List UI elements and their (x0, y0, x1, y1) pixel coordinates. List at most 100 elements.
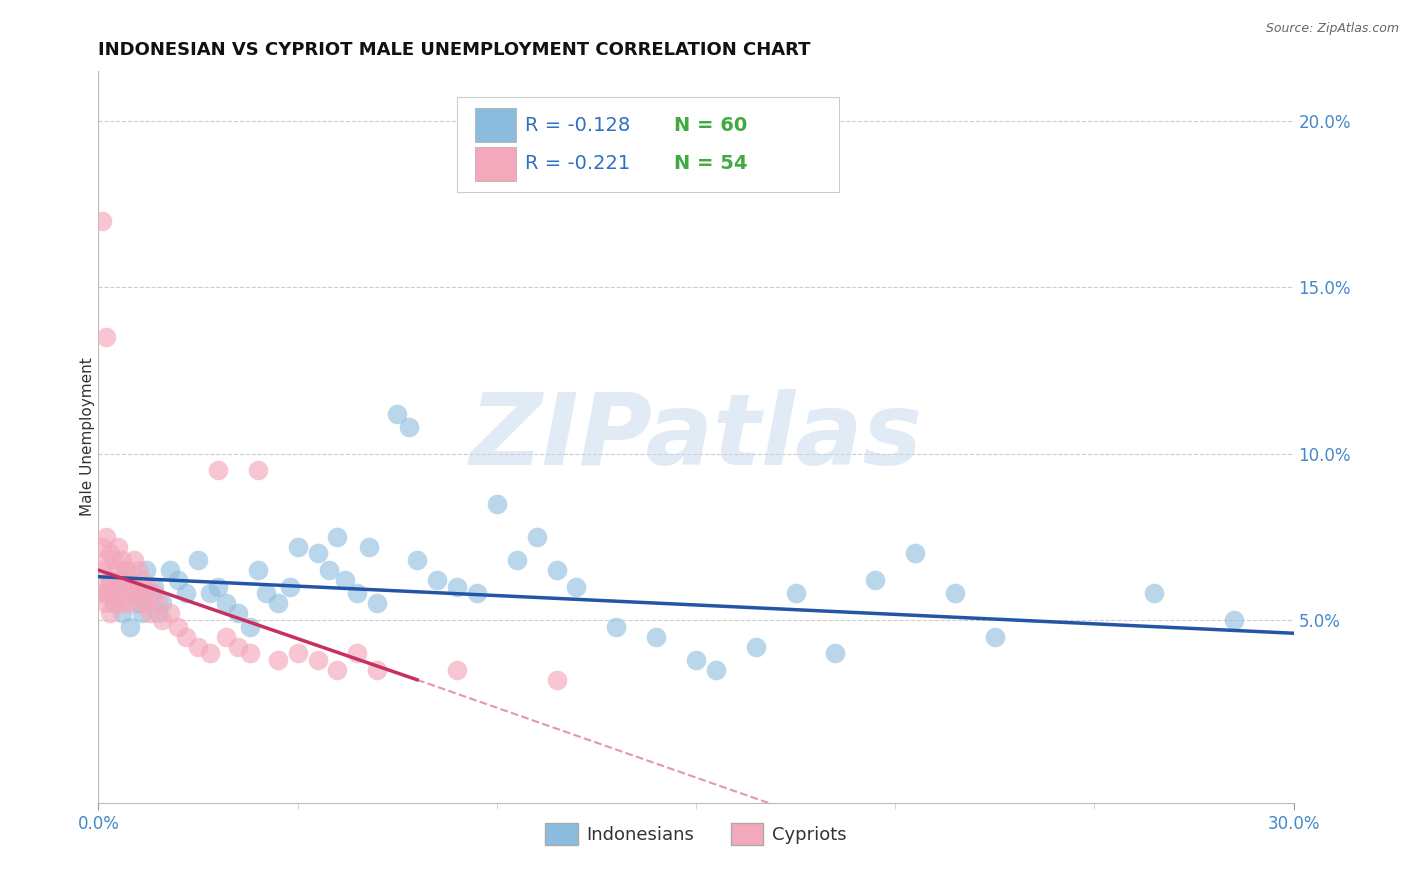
Point (943, 586, 966, 600)
Text: Source: ZipAtlas.com: Source: ZipAtlas.com (1265, 22, 1399, 36)
Point (446, 580, 468, 594)
Point (139, 586, 162, 600)
Point (98, 607, 122, 621)
Point (406, 553, 429, 567)
Point (207, 580, 229, 594)
Point (1223, 613, 1246, 627)
Point (239, 646, 262, 660)
Point (287, 646, 309, 660)
Point (143, 586, 166, 600)
Text: N = 54: N = 54 (675, 154, 748, 173)
Point (131, 607, 153, 621)
Point (91, 586, 114, 600)
Point (207, 463, 229, 477)
Point (246, 563, 269, 577)
Point (120, 573, 142, 587)
Point (96, 330, 118, 344)
Point (398, 420, 420, 434)
Point (143, 580, 166, 594)
Point (226, 607, 249, 621)
Point (704, 663, 727, 677)
Point (131, 596, 153, 610)
Point (107, 586, 129, 600)
Point (346, 586, 368, 600)
FancyBboxPatch shape (475, 108, 516, 142)
Point (785, 586, 807, 600)
Point (546, 563, 568, 577)
Point (150, 613, 173, 627)
Point (107, 580, 129, 594)
Point (187, 640, 209, 654)
Point (745, 640, 768, 654)
Point (307, 546, 329, 560)
Point (565, 580, 588, 594)
Point (98, 573, 122, 587)
Point (174, 586, 197, 600)
Point (127, 586, 149, 600)
Point (267, 596, 290, 610)
Point (246, 463, 269, 477)
Point (139, 607, 162, 621)
Point (96, 580, 118, 594)
Point (359, 540, 381, 554)
Point (226, 640, 249, 654)
Point (96, 553, 118, 567)
Point (346, 646, 368, 660)
Point (159, 607, 181, 621)
Point (526, 530, 548, 544)
Point (98, 586, 122, 600)
Point (124, 580, 146, 594)
Point (335, 573, 357, 587)
Point (865, 573, 887, 587)
Point (215, 630, 238, 644)
Point (318, 563, 340, 577)
Point (103, 596, 125, 610)
Point (446, 663, 468, 677)
FancyBboxPatch shape (457, 97, 839, 192)
Point (127, 596, 149, 610)
Point (187, 553, 209, 567)
Point (148, 596, 170, 610)
Point (465, 586, 488, 600)
Point (645, 630, 668, 644)
Point (107, 540, 129, 554)
Point (198, 646, 221, 660)
Point (506, 553, 529, 567)
Point (103, 580, 125, 594)
Legend: Indonesians, Cypriots: Indonesians, Cypriots (538, 816, 853, 852)
Point (98, 546, 122, 560)
Point (91, 214, 114, 228)
Point (135, 563, 157, 577)
Point (287, 540, 309, 554)
Text: R = -0.128: R = -0.128 (524, 116, 630, 135)
Point (546, 673, 568, 687)
Point (111, 573, 134, 587)
Point (96, 596, 118, 610)
Text: R = -0.221: R = -0.221 (524, 154, 630, 173)
Point (111, 553, 134, 567)
Point (326, 530, 349, 544)
Point (159, 563, 181, 577)
Point (167, 619, 190, 633)
Point (150, 596, 173, 610)
Point (174, 630, 197, 644)
Point (148, 607, 170, 621)
Point (111, 596, 134, 610)
Text: INDONESIAN VS CYPRIOT MALE UNEMPLOYMENT CORRELATION CHART: INDONESIAN VS CYPRIOT MALE UNEMPLOYMENT … (98, 41, 811, 59)
Point (98, 573, 122, 587)
FancyBboxPatch shape (475, 147, 516, 181)
Point (366, 663, 388, 677)
Point (115, 586, 138, 600)
Point (127, 563, 149, 577)
Point (254, 586, 277, 600)
Point (426, 573, 449, 587)
Point (91, 563, 114, 577)
Point (96, 530, 118, 544)
Point (111, 607, 134, 621)
Point (107, 563, 129, 577)
Point (307, 653, 329, 667)
Point (124, 586, 146, 600)
Text: ZIPatlas: ZIPatlas (470, 389, 922, 485)
Point (115, 563, 138, 577)
Point (131, 573, 153, 587)
